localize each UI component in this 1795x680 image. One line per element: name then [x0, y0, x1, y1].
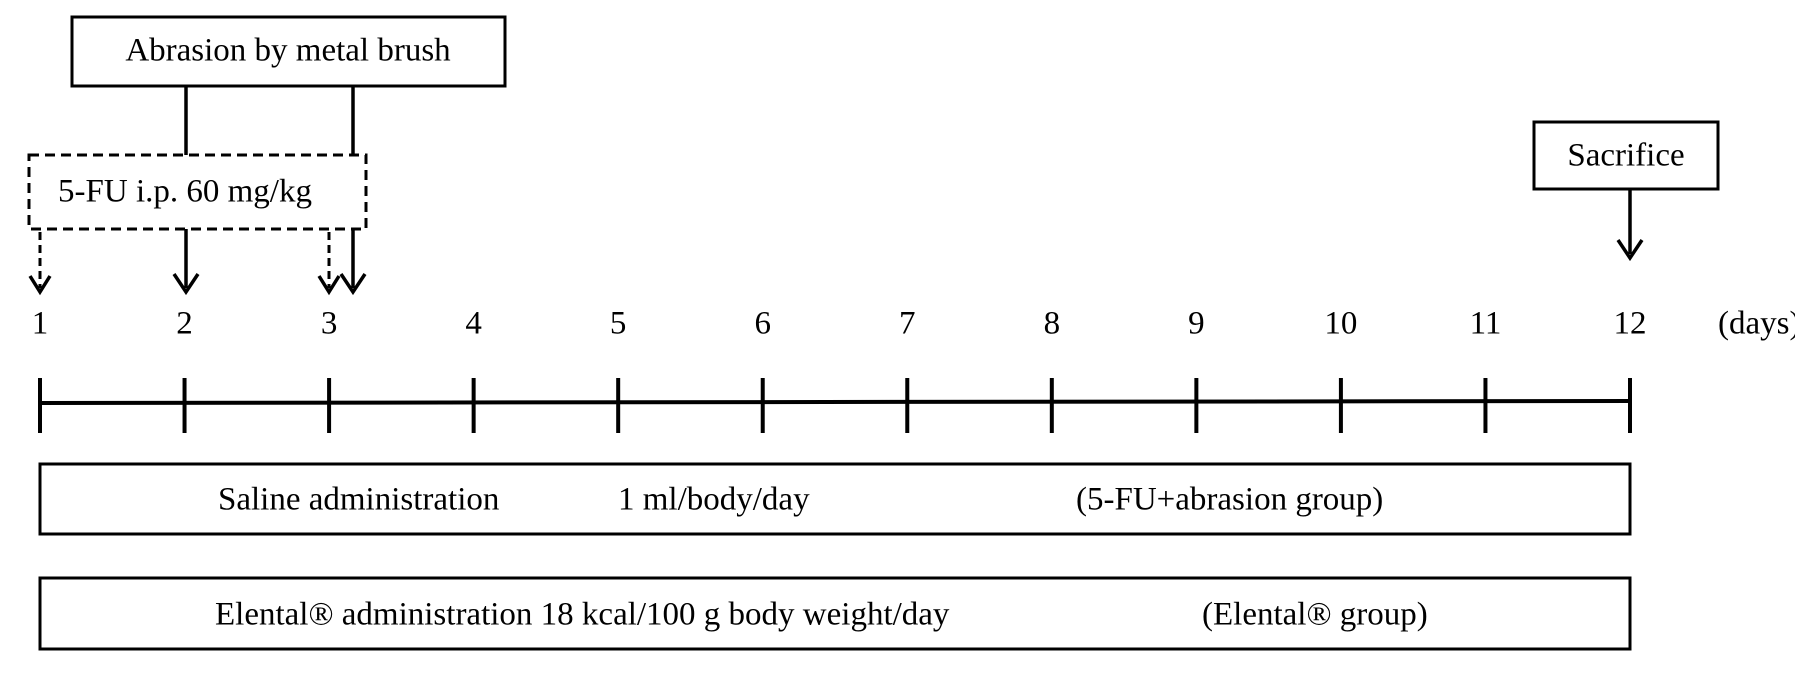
day-label: 10: [1324, 306, 1357, 342]
timeline-axis: [39, 399, 1631, 405]
sacrifice-arrow: [1616, 189, 1644, 262]
day-label: 11: [1470, 306, 1502, 342]
day-label: 7: [899, 306, 916, 342]
solid-arrow: [172, 229, 200, 296]
sacrifice-label: Sacrifice: [1567, 138, 1684, 174]
group-box: [38, 576, 1632, 651]
solid-arrow: [339, 229, 367, 296]
group-label: (Elental® group): [1202, 597, 1428, 633]
sacrifice-box: [1532, 120, 1720, 191]
day-label: 4: [465, 306, 482, 342]
dashed-arrow-head: [317, 275, 341, 296]
day-label: 2: [176, 306, 193, 342]
day-label: 5: [610, 306, 627, 342]
treatment-label: Elental® administration 18 kcal/100 g bo…: [215, 597, 950, 633]
abrasion-box: [70, 15, 507, 88]
day-label: 1: [32, 306, 49, 342]
dashed-arrow-head: [28, 275, 52, 296]
group-label: (5-FU+abrasion group): [1076, 482, 1383, 518]
group-box: [38, 462, 1632, 536]
arrows: [28, 229, 367, 296]
treatment-label: Saline administration: [218, 482, 499, 518]
day-label: 6: [754, 306, 771, 342]
dose-label: 1 ml/body/day: [618, 482, 810, 518]
dose-label: 5-FU i.p. 60 mg/kg: [58, 174, 312, 210]
day-label: 3: [321, 306, 338, 342]
day-label: 9: [1188, 306, 1205, 342]
day-label: 12: [1614, 306, 1647, 342]
day-label: 8: [1044, 306, 1061, 342]
unit-label: (days): [1718, 306, 1795, 342]
abrasion-label: Abrasion by metal brush: [125, 33, 451, 69]
dose-box: [27, 153, 368, 231]
timeline: 1 2 3 4 5 6 7 8 9 10 11 12: [32, 306, 1647, 433]
